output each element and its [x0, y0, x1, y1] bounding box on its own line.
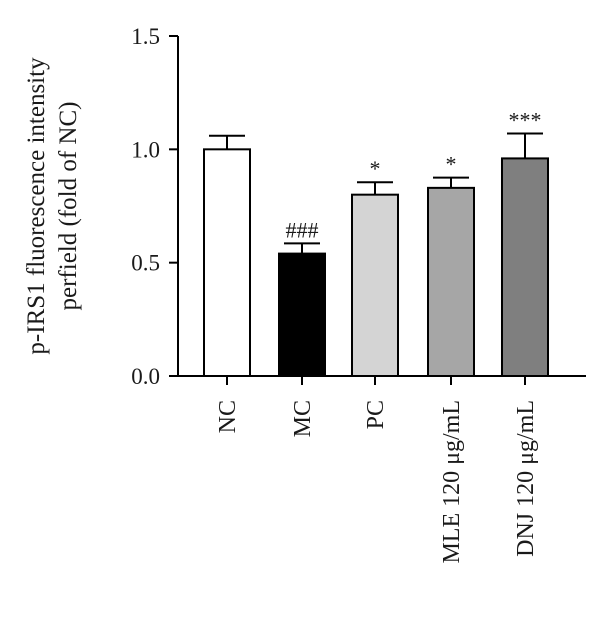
bar [278, 252, 326, 378]
y-tick-label: 0.0 [131, 364, 160, 389]
x-tick-labels: NC MC PC MLE 120 μg/mL DNJ 120 μg/mL [215, 400, 539, 564]
significance-annotations: ###* **** [286, 107, 542, 242]
bars [203, 148, 549, 378]
y-axis: 0.0 0.5 1.0 1.5 [131, 24, 179, 389]
x-tick-label: DNJ 120 μg/mL [513, 400, 539, 557]
bar [501, 157, 549, 377]
x-tick-label: NC [215, 400, 241, 433]
significance-annotation: ### [286, 217, 319, 242]
y-tick-label: 0.5 [131, 251, 160, 276]
x-tick-label: MC [290, 400, 316, 437]
x-axis [177, 375, 586, 385]
x-tick-label: PC [363, 400, 389, 429]
significance-annotation: * [446, 152, 457, 177]
y-tick-label: 1.0 [131, 137, 160, 162]
bar [351, 193, 399, 377]
y-axis-label: p-IRS1 fluorescence intensity perfield (f… [23, 57, 82, 355]
error-bars [209, 132, 543, 254]
bar [427, 186, 475, 377]
y-axis-label-line: perfield (fold of NC) [55, 102, 82, 311]
y-axis-label-line: p-IRS1 fluorescence intensity [23, 57, 50, 355]
significance-annotation: * [370, 156, 381, 181]
y-tick-label: 1.5 [131, 24, 160, 49]
significance-annotation: *** [509, 107, 542, 132]
bar [203, 148, 251, 377]
x-tick-label: MLE 120 μg/mL [439, 400, 465, 564]
